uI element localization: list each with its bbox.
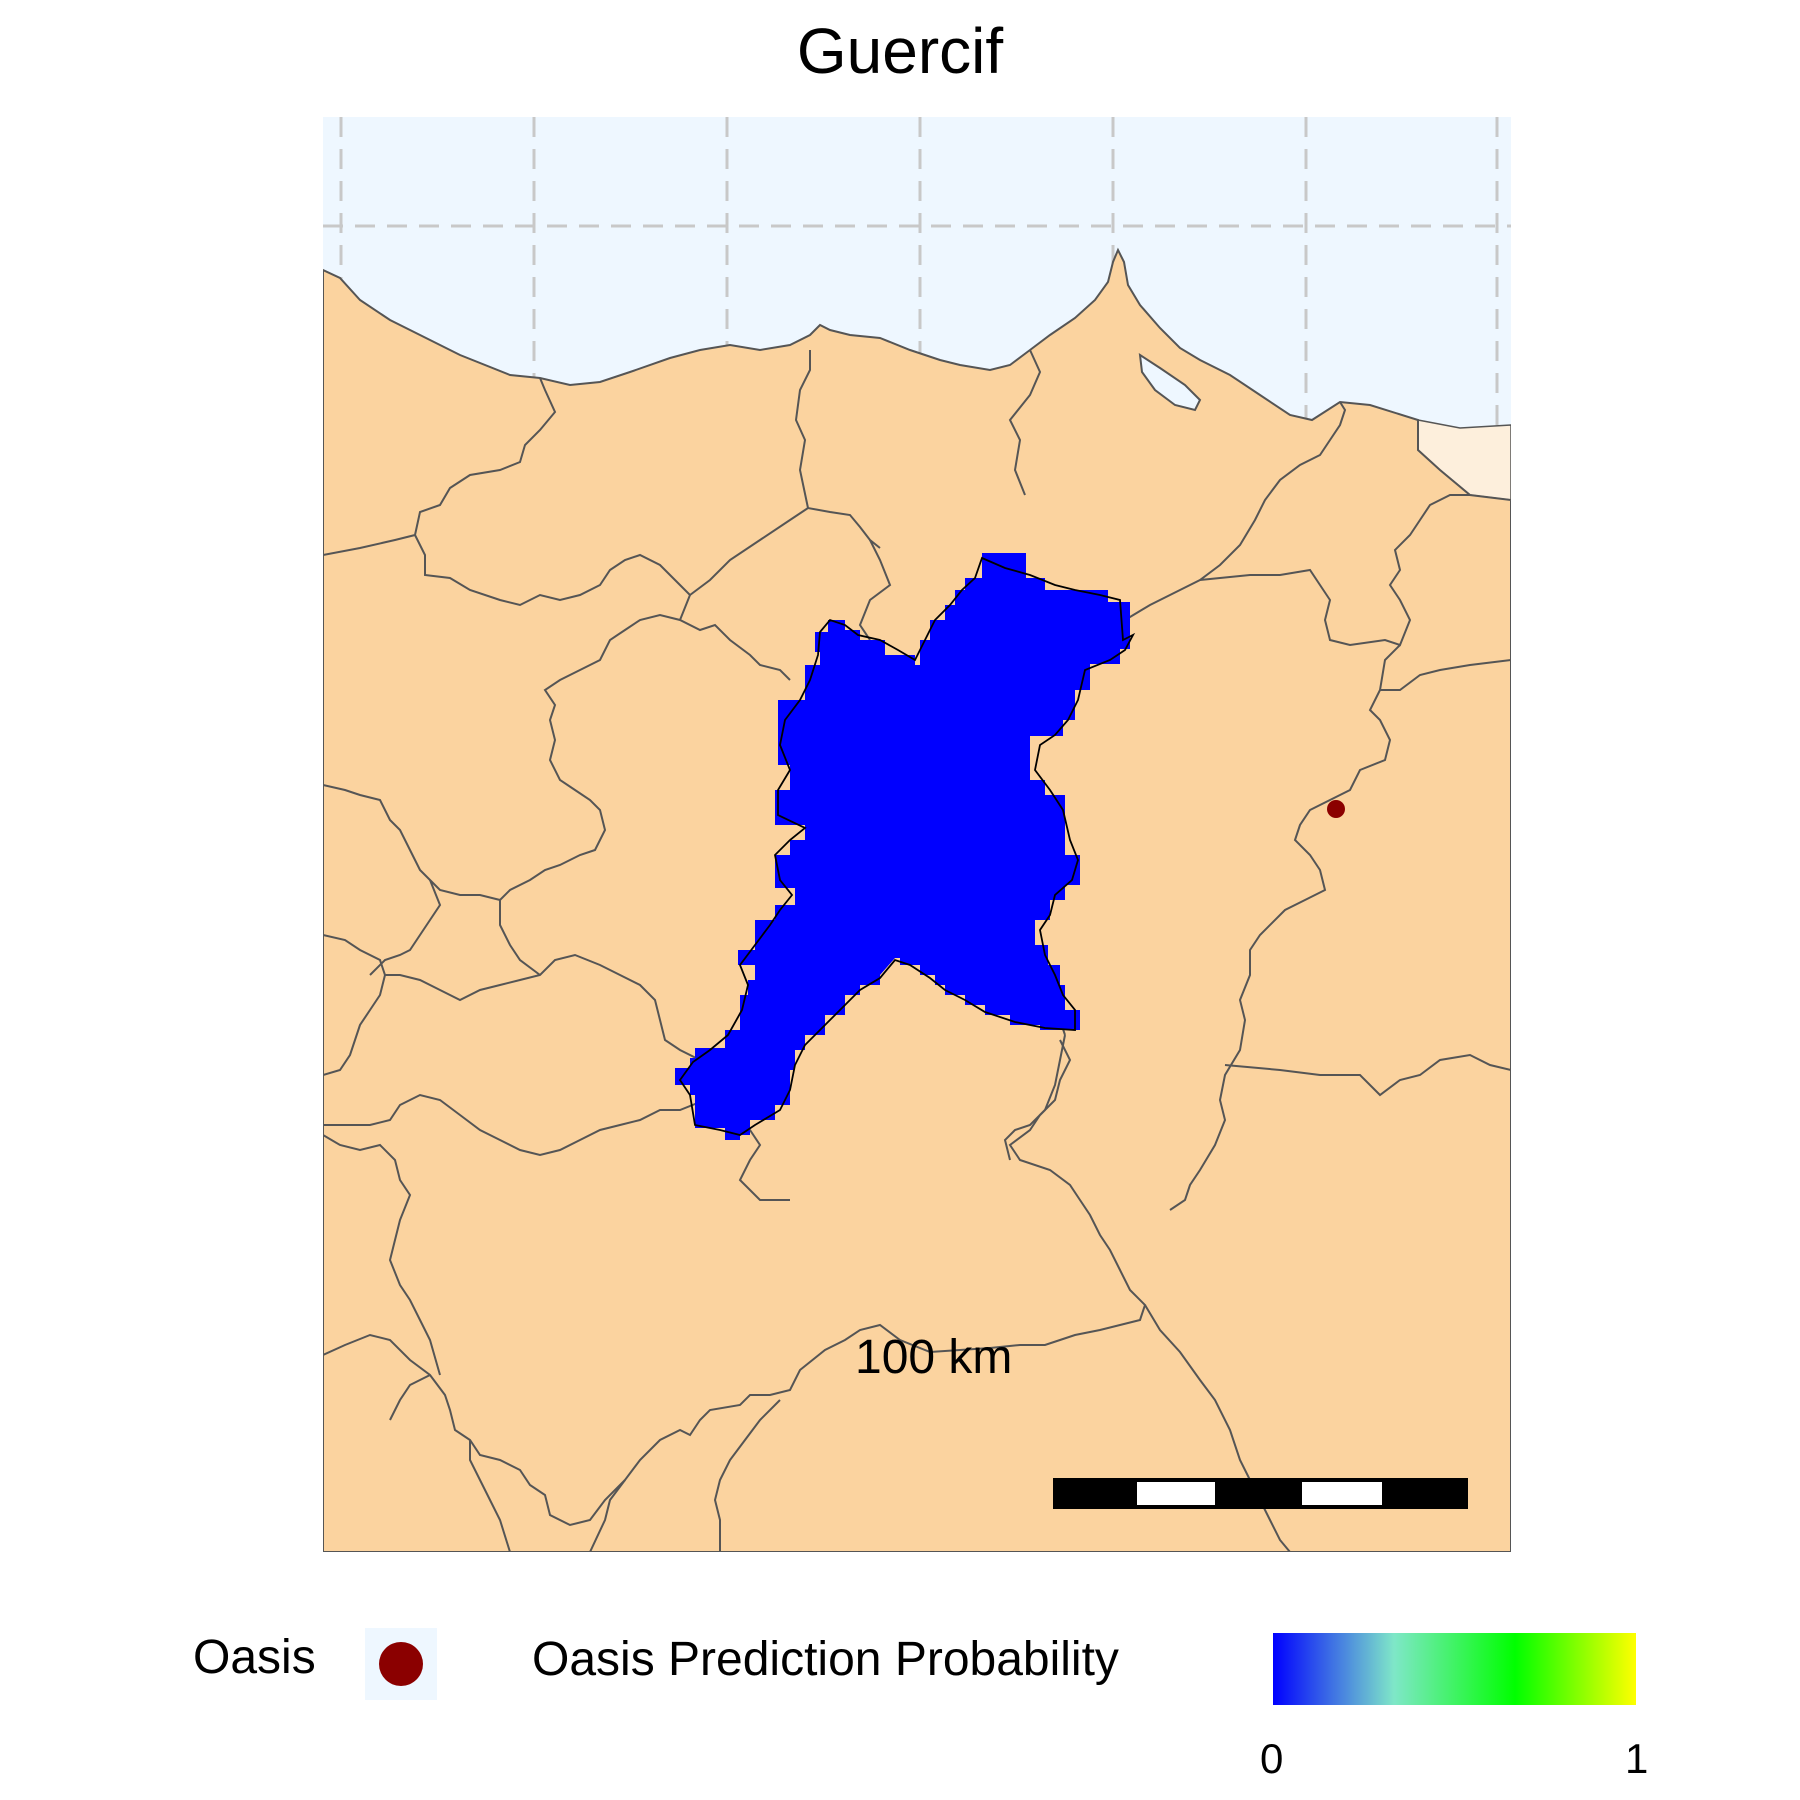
legend-probability-label: Oasis Prediction Probability — [532, 1633, 1119, 1686]
oasis-point — [1327, 800, 1345, 818]
legend-min-label: 0 — [1260, 1735, 1284, 1782]
legend-max-label: 1 — [1625, 1735, 1649, 1782]
lagoon — [1138, 352, 1202, 412]
prediction-region — [675, 553, 1136, 1140]
map-title: Guercif — [796, 15, 1004, 87]
prediction-cells — [675, 553, 1130, 1140]
legend-oasis-key — [365, 1628, 437, 1700]
prediction-outline — [678, 556, 1136, 1136]
legend-color-bar — [1273, 1633, 1636, 1705]
scale-bar — [1053, 1478, 1468, 1509]
legend-oasis-label: Oasis — [193, 1631, 316, 1684]
oasis-dot-icon — [379, 1642, 423, 1686]
scale-bar-label: 100 km — [855, 1331, 1013, 1384]
